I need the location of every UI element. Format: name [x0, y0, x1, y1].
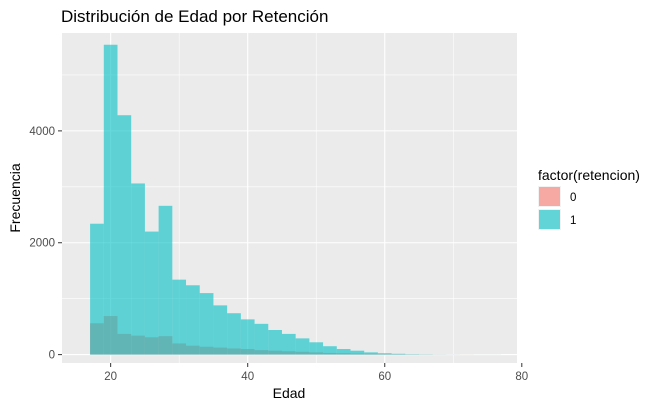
bar-series-1	[172, 279, 187, 355]
series-1-bars	[90, 44, 502, 355]
bar-series-1	[323, 346, 337, 355]
bar-series-1	[144, 231, 159, 355]
legend-label-1: 1	[570, 215, 576, 227]
bar-series-1	[158, 205, 173, 355]
bar-series-1	[103, 44, 118, 355]
y-tick-label: 0	[49, 350, 55, 362]
bar-series-1	[295, 338, 310, 355]
bar-series-1	[117, 115, 132, 355]
chart-title: Distribución de Edad por Retención	[61, 7, 328, 26]
legend-title: factor(retencion)	[538, 167, 640, 183]
bar-series-1	[131, 183, 145, 355]
x-axis-ticks: 20 40 60 80	[104, 363, 528, 383]
bar-series-1	[309, 342, 324, 355]
bar-series-1	[336, 349, 351, 355]
bar-series-1	[213, 305, 228, 355]
bar-series-1	[364, 352, 378, 355]
legend-label-0: 0	[570, 192, 576, 204]
legend-swatch-0	[539, 187, 560, 206]
bar-series-1	[268, 330, 282, 355]
bar-series-1	[186, 285, 200, 355]
legend-swatch-1	[539, 210, 560, 229]
y-axis-title: Frecuencia	[7, 163, 23, 232]
bar-series-1	[199, 293, 214, 355]
x-tick-label: 40	[241, 371, 254, 383]
x-tick-label: 20	[104, 371, 117, 383]
legend: factor(retencion) 0 1	[538, 167, 640, 230]
bar-series-1	[350, 350, 365, 355]
y-tick-label: 2000	[29, 238, 55, 250]
x-tick-label: 60	[378, 371, 391, 383]
grid-minor	[41, 33, 517, 363]
bar-series-1	[391, 353, 406, 355]
y-axis-ticks: 0 2000 4000	[29, 126, 62, 362]
bar-series-1	[90, 223, 104, 355]
y-tick-label: 4000	[29, 126, 55, 138]
bar-series-1	[227, 313, 241, 355]
x-tick-label: 80	[515, 371, 528, 383]
bar-series-1	[377, 353, 392, 355]
bar-series-1	[240, 319, 255, 355]
x-axis-title: Edad	[273, 385, 306, 401]
bar-series-1	[254, 323, 269, 355]
bar-series-1	[281, 333, 296, 355]
